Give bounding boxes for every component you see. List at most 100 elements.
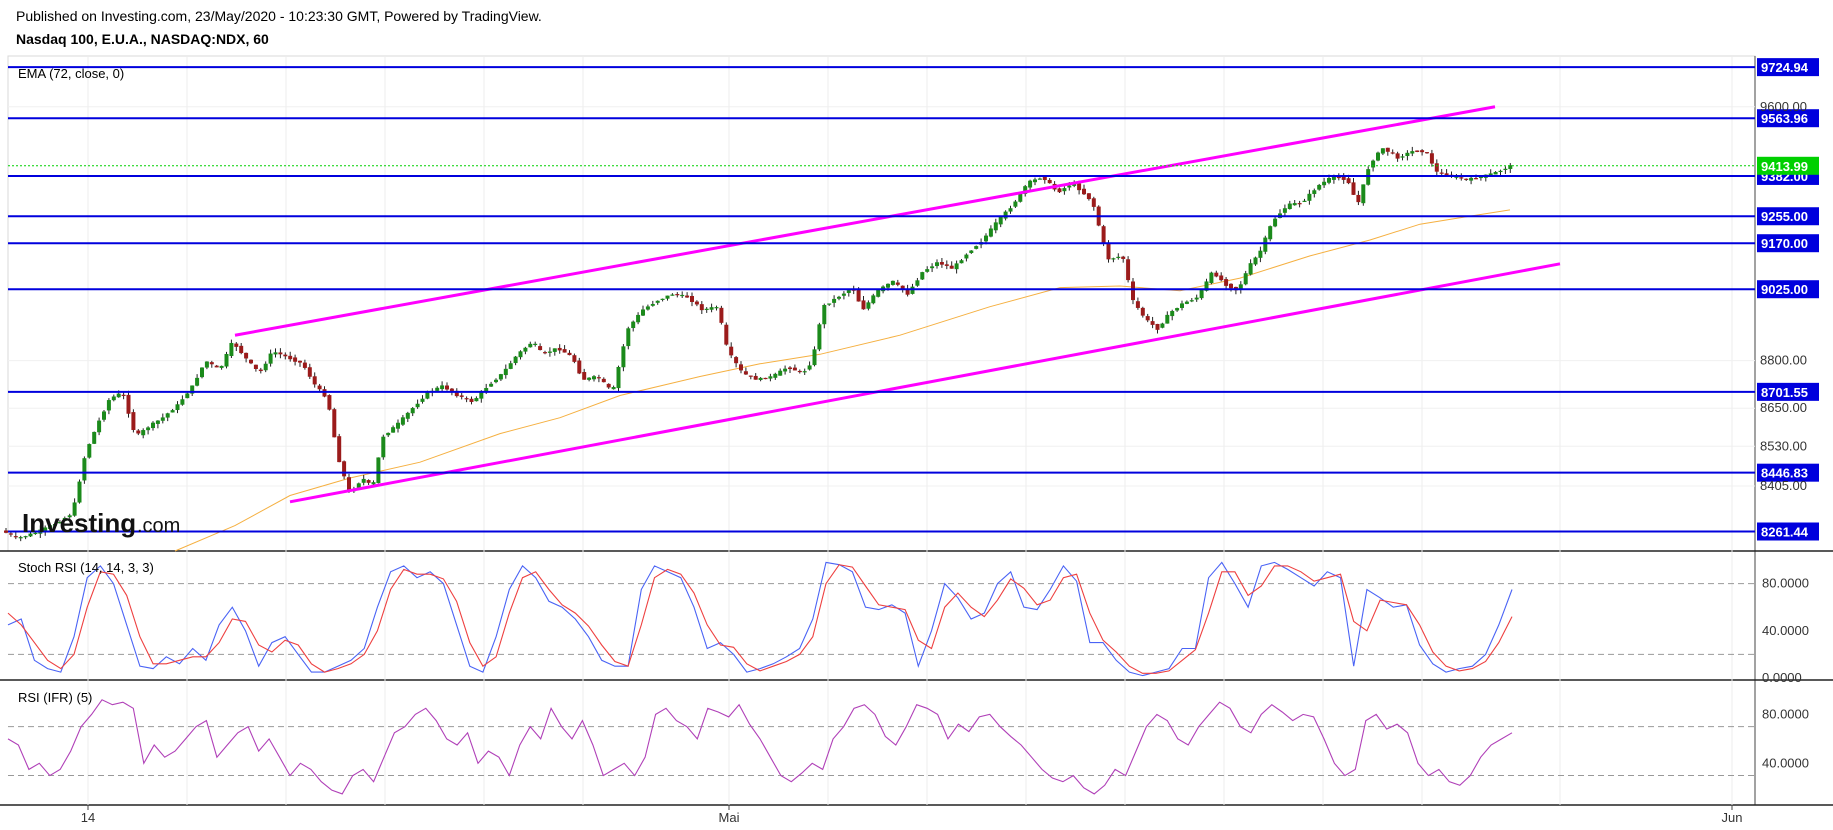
candle-body <box>670 294 675 296</box>
candle-body <box>400 417 405 425</box>
candle-body <box>1072 183 1077 186</box>
candle-body <box>954 263 959 270</box>
candle-body <box>959 260 964 264</box>
candle-body <box>1273 218 1278 227</box>
candle-body <box>1361 184 1366 204</box>
candle-body <box>596 377 601 379</box>
candle-body <box>1371 160 1376 168</box>
channel-lines <box>234 105 1561 504</box>
y-tick-label: 40.0000 <box>1762 623 1809 638</box>
level-label-box <box>1757 522 1819 541</box>
candle-body <box>1341 176 1346 180</box>
candle-body <box>454 390 459 397</box>
candle-body <box>1180 303 1184 308</box>
candle-body <box>87 444 92 458</box>
candle-body <box>577 360 582 374</box>
level-label-box <box>1757 207 1819 226</box>
candle-body <box>1160 323 1165 328</box>
candle-body <box>547 351 552 353</box>
candle-body <box>1263 237 1268 252</box>
candle-body <box>1307 193 1312 201</box>
candle-body <box>1444 173 1449 177</box>
candle-body <box>219 365 224 368</box>
candle-body <box>1493 171 1498 175</box>
candle-body <box>905 289 910 295</box>
candle-body <box>1420 150 1425 153</box>
candle-body <box>1287 203 1292 210</box>
series-line <box>7 561 1513 677</box>
svg-text:Investing: Investing <box>22 508 136 538</box>
candle-body <box>1175 308 1180 311</box>
candle-body <box>1101 226 1106 244</box>
candle-body <box>984 235 988 242</box>
candle-body <box>386 432 391 436</box>
candle-body <box>1194 297 1199 300</box>
candle-body <box>302 362 307 368</box>
candle-body <box>1111 258 1116 260</box>
candle-body <box>650 303 655 306</box>
candle-body <box>1091 198 1096 207</box>
candle-body <box>494 379 498 383</box>
level-label: 8701.55 <box>1761 385 1808 400</box>
x-tick-label: 14 <box>81 810 95 825</box>
candle-body <box>1336 176 1341 179</box>
candle-body <box>425 391 430 399</box>
candle-body <box>1209 272 1214 284</box>
y-tick-label: 80.0000 <box>1762 576 1809 591</box>
candle-body <box>763 377 768 380</box>
candle-body <box>837 296 841 299</box>
candle-body <box>694 301 699 305</box>
candle-body <box>97 420 102 433</box>
candle-body <box>57 522 62 524</box>
grid-lines <box>8 56 1755 805</box>
candle-body <box>288 355 293 360</box>
candle-body <box>567 352 572 356</box>
candle-body <box>1317 184 1322 190</box>
candle-body <box>410 408 415 414</box>
candle-body <box>1395 153 1400 159</box>
candle-body <box>680 294 685 297</box>
level-label: 9170.00 <box>1761 236 1808 251</box>
candle-body <box>239 345 244 354</box>
candle-body <box>1439 172 1444 174</box>
y-tick-label: 40.0000 <box>1762 755 1809 770</box>
candle-body <box>155 420 160 424</box>
candle-body <box>67 515 72 518</box>
candle-body <box>538 346 543 351</box>
candle-body <box>690 295 694 302</box>
candle-body <box>807 365 812 370</box>
candle-body <box>861 300 866 310</box>
candle-body <box>1346 178 1351 184</box>
candle-body <box>846 290 851 293</box>
candle-body <box>856 289 861 302</box>
candle-body <box>1268 226 1273 240</box>
candle-body <box>518 351 523 358</box>
candle-body <box>1478 176 1483 179</box>
candle-body <box>606 383 611 388</box>
y-tick-label: 8650.00 <box>1760 400 1807 415</box>
candle-body <box>1503 168 1508 170</box>
candle-body <box>459 395 464 397</box>
candle-body <box>244 352 249 359</box>
candle-body <box>1243 273 1248 285</box>
candle-body <box>273 352 278 355</box>
candle-body <box>106 400 111 411</box>
candle-body <box>376 457 381 484</box>
y-ticks: 9600.00 8800.00 8650.00 8530.00 8405.00 <box>1760 99 1807 493</box>
candle-body <box>871 295 876 304</box>
candle-body <box>1312 190 1317 194</box>
candle-body <box>1077 183 1082 191</box>
candle-body <box>626 328 631 347</box>
candle-body <box>116 393 121 398</box>
candle-body <box>832 298 837 303</box>
candle-body <box>82 458 87 481</box>
candle-body <box>611 387 616 390</box>
candle-body <box>1405 152 1410 157</box>
ema-title: EMA (72, close, 0) <box>18 66 124 81</box>
candle-body <box>1106 243 1111 260</box>
candle-body <box>1189 300 1194 302</box>
candle-body <box>1488 173 1493 177</box>
candle-body <box>557 347 562 351</box>
candle-body <box>636 314 641 323</box>
